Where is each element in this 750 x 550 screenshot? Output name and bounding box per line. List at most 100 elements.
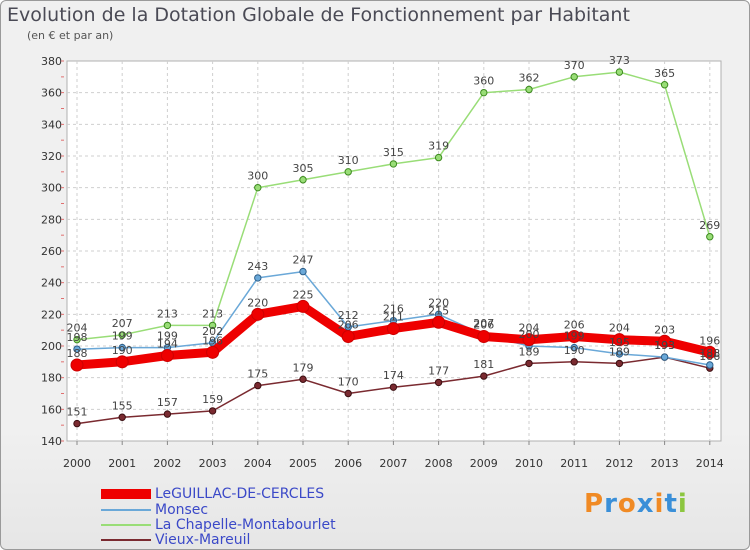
x-tick-label: 2002	[153, 457, 181, 470]
legend-item-vieux-mareuil: Vieux-Mareuil	[101, 532, 250, 548]
data-label-vieux-mareuil: 155	[112, 399, 133, 412]
data-label-la-chapelle-montabourlet: 269	[699, 219, 720, 232]
data-label-monsec: 220	[428, 296, 449, 309]
data-label-monsec: 243	[247, 260, 268, 273]
data-label-leguillac-de-cercles: 204	[609, 322, 630, 335]
logo-letter: i	[677, 489, 688, 519]
data-point-vieux-mareuil	[73, 419, 81, 428]
data-point-la-chapelle-montabourlet	[163, 321, 172, 330]
legend-label-leguillac: LeGUILLAC-DE-CERCLES	[155, 486, 325, 502]
data-label-monsec: 195	[609, 336, 630, 349]
data-point-leguillac-de-cercles	[206, 345, 220, 359]
data-label-monsec: 212	[338, 309, 359, 322]
logo-letter: o	[617, 489, 637, 519]
data-label-la-chapelle-montabourlet: 213	[202, 307, 223, 320]
data-point-la-chapelle-montabourlet	[434, 153, 443, 162]
data-label-monsec: 193	[654, 339, 675, 352]
data-label-la-chapelle-montabourlet: 373	[609, 54, 630, 67]
data-label-leguillac-de-cercles: 206	[338, 319, 359, 332]
logo-letter: x	[636, 489, 655, 519]
y-tick-label: 180	[41, 372, 62, 385]
data-label-monsec: 188	[699, 347, 720, 360]
data-point-vieux-mareuil	[254, 381, 262, 390]
data-label-monsec: 199	[112, 330, 133, 343]
data-point-la-chapelle-montabourlet	[208, 321, 217, 330]
data-label-monsec: 202	[202, 325, 223, 338]
data-label-la-chapelle-montabourlet: 362	[519, 72, 540, 85]
data-label-monsec: 199	[564, 330, 585, 343]
data-label-la-chapelle-montabourlet: 207	[112, 317, 133, 330]
data-label-la-chapelle-montabourlet: 213	[157, 307, 178, 320]
x-tick-label: 2014	[696, 457, 724, 470]
data-label-vieux-mareuil: 170	[338, 376, 359, 389]
data-point-vieux-mareuil	[344, 389, 352, 398]
data-point-leguillac-de-cercles	[70, 358, 84, 372]
chart-title: Evolution de la Dotation Globale de Fonc…	[7, 4, 630, 26]
data-label-vieux-mareuil: 181	[473, 358, 494, 371]
y-tick-label: 360	[41, 87, 62, 100]
series-layer	[70, 68, 717, 428]
y-tick-label: 140	[41, 435, 62, 448]
data-point-monsec	[615, 350, 624, 358]
data-label-vieux-mareuil: 151	[67, 406, 88, 419]
x-tick-label: 2005	[289, 457, 317, 470]
data-label-leguillac-de-cercles: 211	[383, 311, 404, 324]
data-point-monsec	[660, 353, 669, 361]
y-tick-label: 340	[41, 118, 62, 131]
data-point-leguillac-de-cercles	[432, 315, 446, 329]
data-point-leguillac-de-cercles	[612, 333, 626, 347]
data-point-la-chapelle-montabourlet	[118, 331, 126, 339]
data-label-la-chapelle-montabourlet: 370	[564, 59, 585, 72]
y-tick-label: 300	[41, 182, 62, 195]
data-label-leguillac-de-cercles: 225	[293, 288, 314, 301]
data-label-la-chapelle-montabourlet: 204	[67, 322, 88, 335]
data-label-leguillac-de-cercles: 220	[247, 296, 268, 309]
x-tick-label: 2013	[651, 457, 679, 470]
data-label-vieux-mareuil: 179	[293, 361, 314, 374]
data-point-vieux-mareuil	[434, 378, 443, 387]
data-point-vieux-mareuil	[480, 372, 488, 380]
data-label-vieux-mareuil: 157	[157, 396, 178, 409]
x-tick-label: 2008	[425, 457, 453, 470]
x-tick-label: 2010	[515, 457, 543, 470]
data-point-la-chapelle-montabourlet	[706, 233, 714, 241]
data-point-leguillac-de-cercles	[477, 330, 491, 343]
data-point-monsec	[706, 361, 714, 369]
chart-subtitle: (en € et par an)	[27, 29, 114, 42]
data-point-la-chapelle-montabourlet	[73, 335, 81, 344]
data-point-monsec	[570, 343, 578, 352]
legend-swatch-monsec	[101, 509, 151, 511]
data-point-vieux-mareuil	[615, 359, 624, 368]
y-tick-label: 200	[41, 340, 62, 353]
data-point-vieux-mareuil	[525, 359, 533, 368]
data-point-monsec	[118, 343, 126, 352]
legend-label-vieux-mareuil: Vieux-Mareuil	[155, 532, 251, 548]
legend-swatch-vieux-mareuil	[101, 539, 151, 541]
data-point-leguillac-de-cercles	[160, 349, 174, 362]
data-point-la-chapelle-montabourlet	[660, 81, 669, 89]
data-label-la-chapelle-montabourlet: 305	[293, 162, 314, 175]
x-tick-label: 2001	[108, 457, 136, 470]
data-point-vieux-mareuil	[299, 375, 307, 383]
x-tick-label: 2003	[199, 457, 227, 470]
data-point-vieux-mareuil	[570, 358, 578, 366]
x-tick-label: 2009	[470, 457, 498, 470]
y-tick-label: 380	[41, 55, 62, 68]
data-point-leguillac-de-cercles	[296, 299, 310, 313]
data-label-vieux-mareuil: 186	[699, 350, 720, 363]
legend-item-monsec: Monsec	[101, 502, 208, 518]
x-tick-label: 2012	[605, 457, 633, 470]
data-point-monsec	[299, 267, 307, 276]
legend-swatch-la-chapelle	[101, 524, 151, 526]
data-label-leguillac-de-cercles: 190	[112, 344, 133, 357]
data-label-la-chapelle-montabourlet: 360	[473, 75, 494, 88]
legend-label-la-chapelle: La Chapelle-Montabourlet	[155, 517, 336, 533]
data-point-leguillac-de-cercles	[703, 345, 717, 359]
data-point-la-chapelle-montabourlet	[525, 85, 533, 94]
data-label-monsec: 247	[293, 254, 314, 267]
data-label-vieux-mareuil: 159	[202, 393, 223, 406]
data-label-monsec: 198	[67, 331, 88, 344]
legend-label-monsec: Monsec	[155, 502, 209, 518]
